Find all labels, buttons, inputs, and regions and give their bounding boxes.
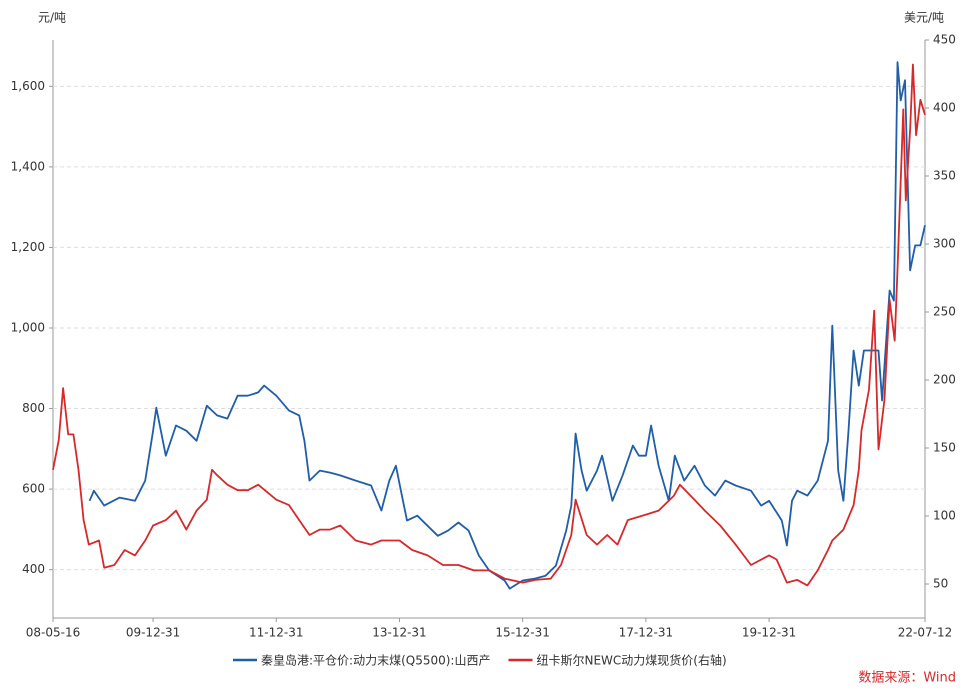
y-tick-label: 1,000	[11, 320, 45, 334]
y2-tick-label: 250	[933, 305, 956, 319]
y-axis-label: 元/吨	[38, 11, 66, 25]
y-tick-label: 1,400	[11, 159, 45, 173]
y2-tick-label: 350	[933, 169, 956, 183]
x-tick-label: 17-12-31	[619, 626, 673, 640]
x-tick-label: 11-12-31	[249, 626, 303, 640]
x-tick-label: 13-12-31	[372, 626, 426, 640]
source-note: 数据来源：Wind	[858, 671, 956, 686]
x-tick-label: 22-07-12	[898, 626, 952, 640]
y-tick-label: 400	[22, 562, 45, 576]
y2-axis-label: 美元/吨	[904, 11, 944, 25]
x-tick-label: 19-12-31	[742, 626, 796, 640]
y2-tick-label: 300	[933, 237, 956, 251]
x-tick-label: 08-05-16	[26, 626, 80, 640]
y2-tick-label: 200	[933, 373, 956, 387]
series-line	[88, 61, 926, 590]
y-tick-label: 800	[22, 401, 45, 415]
legend-label: 秦皇岛港:平仓价:动力末煤(Q5500):山西产	[261, 653, 490, 668]
y2-tick-label: 50	[933, 577, 948, 591]
y2-tick-label: 400	[933, 101, 956, 115]
x-tick-label: 09-12-31	[126, 626, 180, 640]
y-tick-label: 1,600	[11, 79, 45, 93]
x-tick-label: 15-12-31	[495, 626, 549, 640]
y-tick-label: 600	[22, 482, 45, 496]
y2-tick-label: 450	[933, 33, 956, 47]
y2-tick-label: 150	[933, 441, 956, 455]
y-tick-label: 1,200	[11, 240, 45, 254]
y2-tick-label: 100	[933, 509, 956, 523]
legend-label: 纽卡斯尔NEWC动力煤现货价(右轴)	[536, 653, 726, 668]
series-line	[52, 63, 926, 587]
